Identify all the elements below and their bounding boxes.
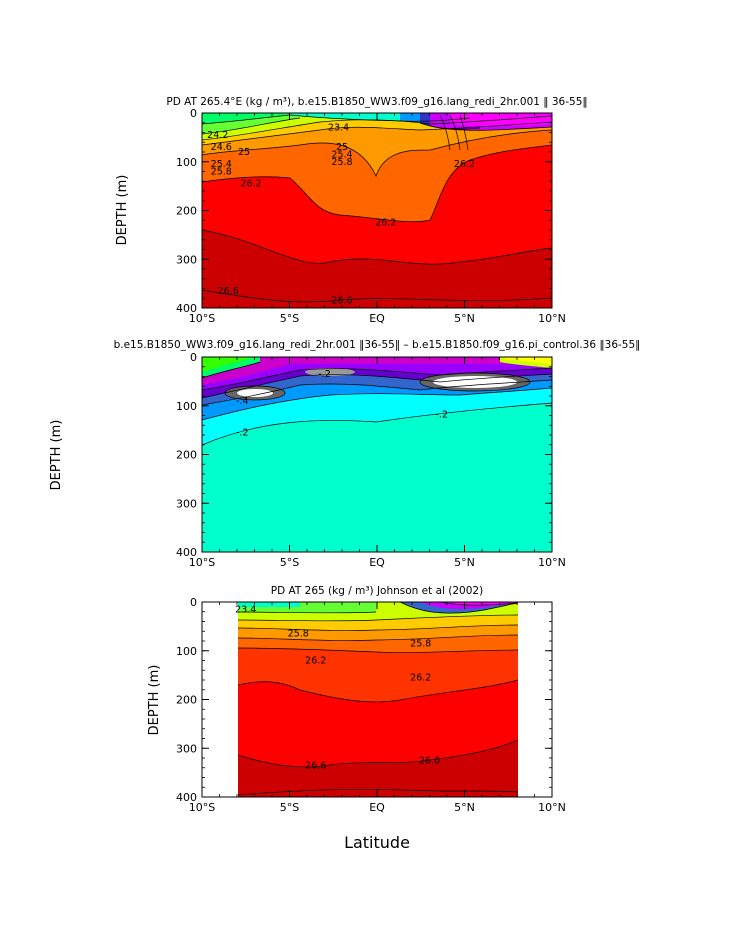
contour-label: 24.6: [211, 142, 232, 153]
y-tick-label: 0: [190, 107, 197, 120]
y-tick-label: 400: [176, 302, 197, 315]
panel-1-title: PD AT 265.4°E (kg / m³), b.e15.B1850_WW3…: [166, 96, 587, 108]
contour-label: 26.6: [419, 755, 440, 766]
y-tick-label: 400: [176, 791, 197, 804]
x-tick-label: EQ: [369, 556, 385, 569]
panel-1: 24.224.6 2525.425.826.223.42525.425.826.2…: [115, 96, 588, 325]
y-tick-label: 400: [176, 546, 197, 559]
x-tick-label: 5°N: [454, 312, 475, 325]
contour-label: 25.8: [410, 638, 431, 649]
contour-label: 25: [336, 142, 348, 153]
panel-2-ticks: 10°S 5°S EQ 5°N 10°N 0 100 200 300 400: [176, 351, 566, 569]
panel-3-xlabel: Latitude: [344, 833, 410, 852]
x-tick-label: 10°N: [538, 801, 566, 814]
panel-3: 23.4 25.8 25.8 26.2 26.2 26.6 26.6 10°S 5°S EQ 5°…: [147, 585, 566, 852]
contour-label: 25.8: [331, 157, 352, 168]
x-tick-label: 10°S: [189, 556, 215, 569]
panel-1-contour-fill: [202, 113, 552, 308]
contour-label: 26.2: [375, 218, 396, 229]
x-tick-label: 10°N: [538, 312, 566, 325]
x-tick-label: 5°S: [280, 312, 299, 325]
contour-label: 26.6: [218, 286, 239, 297]
y-tick-label: 100: [176, 645, 197, 658]
x-tick-label: EQ: [369, 312, 385, 325]
x-tick-label: 10°N: [538, 556, 566, 569]
panel-1-ylabel: DEPTH (m): [115, 175, 130, 246]
y-tick-label: 200: [176, 449, 197, 462]
contour-label: -.2: [236, 428, 249, 439]
x-tick-label: 5°S: [280, 801, 299, 814]
panel-3-contour-fill: [238, 602, 518, 797]
panel-2-title: b.e15.B1850_WW3.f09_g16.lang_redi_2hr.00…: [114, 339, 641, 351]
contour-label: 26.2: [454, 159, 475, 170]
panel-3-title: PD AT 265 (kg / m³) Johnson et al (2002): [271, 585, 483, 597]
contour-label: 23.4: [235, 604, 256, 615]
contour-label: 23.4: [328, 123, 349, 134]
panel-1-contour-labels: 24.224.6 2525.425.826.223.42525.425.826.2…: [207, 123, 475, 307]
x-tick-label: 5°N: [454, 801, 475, 814]
x-tick-label: EQ: [369, 801, 385, 814]
panel-1-ticks: 10°S 5°S EQ 5°N 10°N 0 100 200 300 400: [176, 107, 566, 325]
contour-label: 25.4: [211, 159, 232, 170]
contour-label: 26.2: [305, 656, 326, 667]
contour-label: 25.8: [288, 629, 309, 640]
panel-2-ylabel: DEPTH (m): [49, 420, 64, 491]
x-tick-label: 10°S: [189, 312, 215, 325]
y-tick-label: 200: [176, 205, 197, 218]
x-tick-label: 10°S: [189, 801, 215, 814]
contour-label: 26.6: [331, 296, 352, 307]
y-tick-label: 200: [176, 694, 197, 707]
panel-3-contour-labels: 23.4 25.8 25.8 26.2 26.2 26.6 26.6: [235, 604, 440, 771]
contour-label: -.4: [236, 396, 249, 407]
contour-label: 24.2: [207, 130, 228, 141]
contour-label: 25: [238, 147, 250, 158]
panel-3-ylabel: DEPTH (m): [147, 665, 162, 736]
y-tick-label: 300: [176, 742, 197, 755]
panel-3-ticks: 10°S 5°S EQ 5°N 10°N 0 100 200 300 400: [176, 596, 566, 814]
contour-label: -.2: [436, 410, 449, 421]
x-tick-label: 5°N: [454, 556, 475, 569]
y-tick-label: 100: [176, 156, 197, 169]
contour-label: 26.2: [240, 179, 261, 190]
panel-2: -.2 -.2 -.2 -.4 10°S 5°S EQ 5°N 10°N 0 100 200 300 4…: [49, 339, 640, 569]
panel-2-contour-labels: -.2 -.2 -.2 -.4: [236, 369, 448, 439]
y-tick-label: 300: [176, 253, 197, 266]
contour-label: 26.6: [305, 760, 326, 771]
panel-2-contour-fill: [202, 357, 552, 552]
y-tick-label: 100: [176, 400, 197, 413]
contour-label: 25.4: [331, 149, 352, 160]
y-tick-label: 0: [190, 596, 197, 609]
contour-label: -.2: [318, 369, 331, 380]
y-tick-label: 0: [190, 351, 197, 364]
x-tick-label: 5°S: [280, 556, 299, 569]
y-tick-label: 300: [176, 497, 197, 510]
contour-label: 26.2: [410, 673, 431, 684]
contour-label: 25.8: [211, 167, 232, 178]
